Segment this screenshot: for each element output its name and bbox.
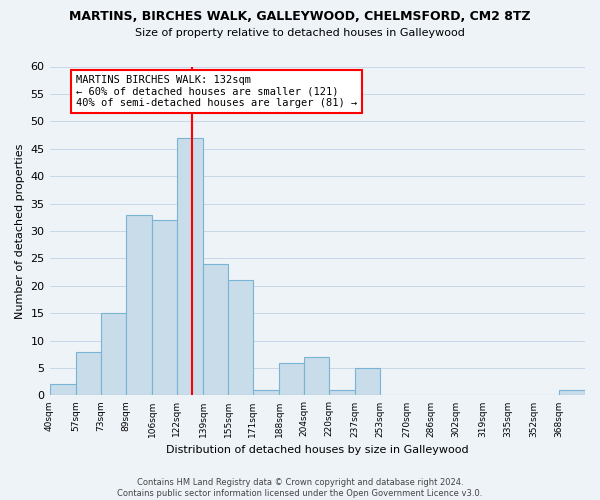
Bar <box>50 384 76 396</box>
Bar <box>304 357 329 396</box>
Text: MARTINS BIRCHES WALK: 132sqm
← 60% of detached houses are smaller (121)
40% of s: MARTINS BIRCHES WALK: 132sqm ← 60% of de… <box>76 74 357 108</box>
Bar <box>177 138 203 396</box>
Bar <box>152 220 177 396</box>
Text: Size of property relative to detached houses in Galleywood: Size of property relative to detached ho… <box>135 28 465 38</box>
Bar <box>279 362 304 396</box>
Bar <box>329 390 355 396</box>
Bar <box>125 214 152 396</box>
Bar <box>355 368 380 396</box>
Bar <box>76 352 101 396</box>
X-axis label: Distribution of detached houses by size in Galleywood: Distribution of detached houses by size … <box>166 445 469 455</box>
Y-axis label: Number of detached properties: Number of detached properties <box>15 144 25 318</box>
Text: Contains HM Land Registry data © Crown copyright and database right 2024.
Contai: Contains HM Land Registry data © Crown c… <box>118 478 482 498</box>
Bar <box>559 390 585 396</box>
Bar <box>253 390 279 396</box>
Bar <box>203 264 228 396</box>
Bar <box>228 280 253 396</box>
Bar <box>101 313 125 396</box>
Text: MARTINS, BIRCHES WALK, GALLEYWOOD, CHELMSFORD, CM2 8TZ: MARTINS, BIRCHES WALK, GALLEYWOOD, CHELM… <box>69 10 531 23</box>
